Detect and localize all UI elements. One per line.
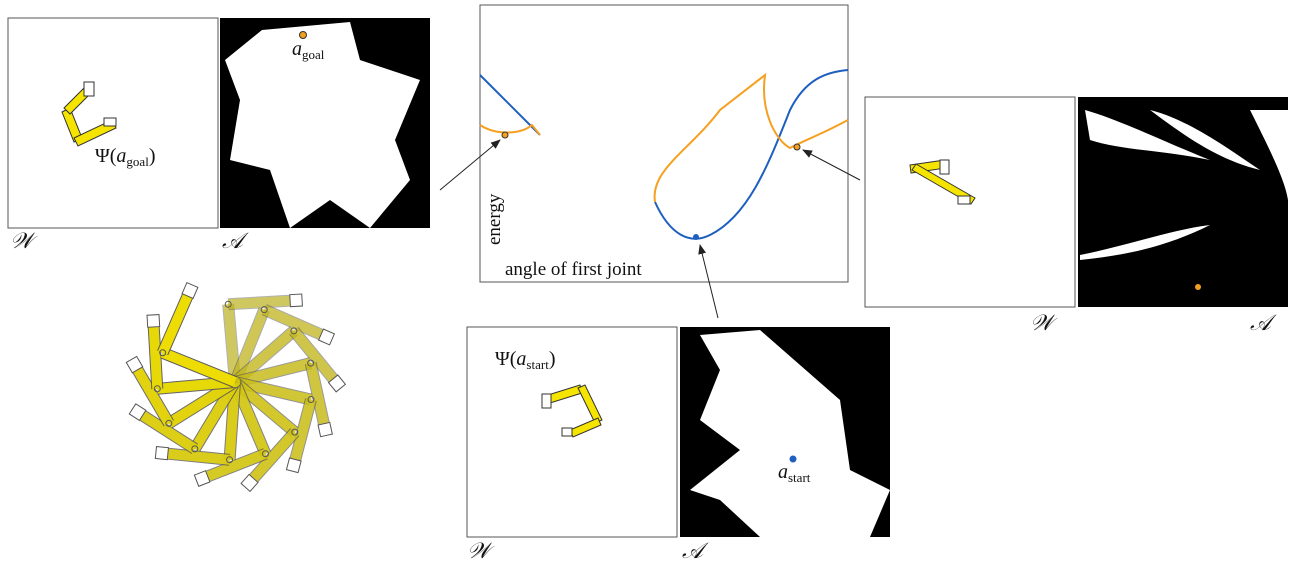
arm-link	[163, 353, 235, 382]
workspace-label: 𝒲	[10, 228, 38, 253]
arm-link	[155, 447, 168, 460]
arm-link	[147, 315, 160, 328]
space-label: 𝒜	[682, 538, 709, 563]
arm-link	[228, 300, 296, 304]
text: a	[116, 145, 126, 167]
arm-link	[162, 453, 230, 460]
text: Ψ(	[95, 145, 117, 167]
arm-link	[286, 458, 301, 473]
arm-link	[290, 294, 303, 307]
text: Ψ(	[495, 348, 517, 370]
text: goal	[126, 154, 149, 169]
text: a	[292, 38, 302, 60]
plot-frame	[480, 5, 848, 282]
goal-marker	[502, 132, 508, 138]
workspace-label: 𝒲	[1030, 310, 1058, 335]
start-point	[790, 456, 797, 463]
arm-sequence	[126, 283, 345, 492]
text: start	[788, 470, 811, 485]
figure: Ψ(agoal) 𝒲 agoal 𝒜 energy angle of first…	[0, 0, 1293, 563]
start-marker	[693, 234, 699, 240]
text: start	[526, 357, 549, 372]
text: )	[149, 145, 156, 167]
state-point	[1195, 284, 1201, 290]
text: a	[778, 461, 788, 483]
arm-link	[318, 422, 332, 436]
workspace-label: 𝒲	[467, 538, 495, 563]
arm-link	[163, 291, 190, 353]
space-label: 𝒜	[1250, 310, 1277, 335]
state-marker	[794, 144, 800, 150]
text: a	[516, 348, 526, 370]
arm-link	[153, 321, 157, 389]
text: )	[549, 348, 556, 370]
space-label: 𝒜	[222, 228, 249, 253]
x-axis-label: angle of first joint	[505, 259, 642, 280]
y-axis-label: energy	[484, 193, 505, 245]
text: goal	[302, 47, 325, 62]
